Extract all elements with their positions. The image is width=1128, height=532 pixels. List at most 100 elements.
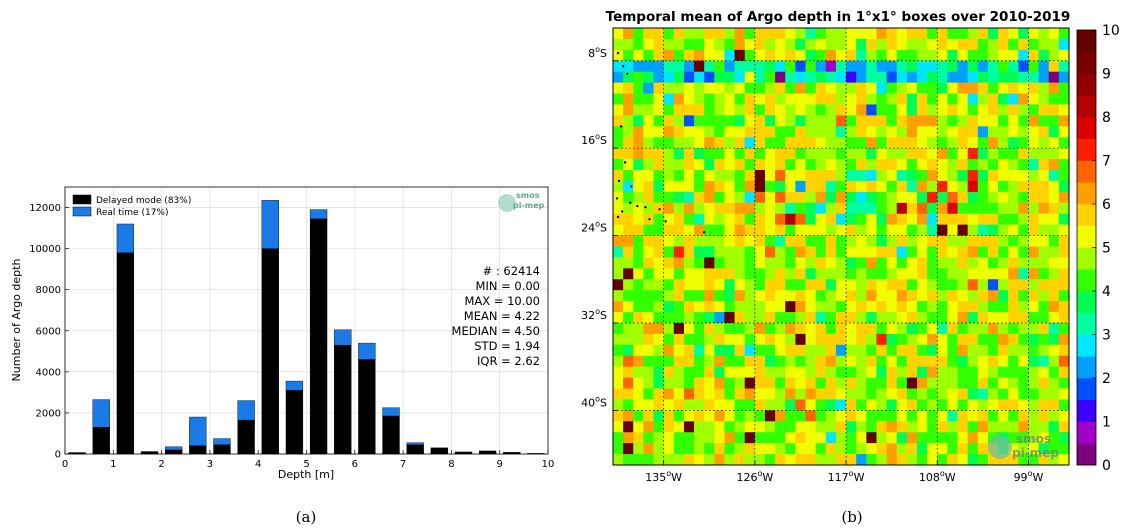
heatmap-cell (906, 137, 918, 149)
heatmap-cell (734, 60, 746, 73)
heatmap-cell (896, 224, 908, 236)
heatmap-cell (825, 104, 837, 116)
heatmap-cell (623, 180, 634, 193)
heatmap-cell (957, 290, 969, 302)
smos-pimep-logo: smos pi-mep (498, 191, 545, 212)
heatmap-cell (1048, 180, 1060, 193)
heatmap-cell (1018, 60, 1029, 73)
heatmap-cell (856, 137, 867, 149)
heatmap-cell (1058, 279, 1070, 291)
heatmap-cell (1058, 213, 1070, 226)
heatmap-cell (846, 443, 857, 455)
island-dot (703, 231, 706, 234)
heatmap-cell (825, 115, 837, 127)
heatmap-cell (734, 279, 746, 291)
heatmap-cell (775, 104, 786, 116)
heatmap-cell (896, 388, 908, 400)
heatmap-cell (653, 28, 665, 40)
heatmap-cell (795, 93, 806, 105)
heatmap-cell (805, 224, 817, 236)
heatmap-cell (835, 170, 847, 182)
heatmap-cell (775, 224, 786, 236)
heatmap-cell (866, 322, 877, 335)
heatmap-cell (1008, 202, 1019, 215)
heatmap-cell (683, 115, 695, 127)
heatmap-cell (683, 104, 695, 116)
heatmap-cell (643, 82, 654, 94)
heatmap-cell (917, 301, 928, 313)
heatmap-cell (683, 224, 695, 236)
heatmap-cell (673, 159, 685, 171)
heatmap-cell (714, 333, 725, 346)
heatmap-cell (967, 71, 979, 84)
heatmap-cell (704, 191, 715, 204)
stat-count: # : 62414 (483, 264, 540, 278)
heatmap-cell (683, 148, 695, 160)
bar-delayed-mode (189, 445, 207, 455)
heatmap-cell (886, 290, 898, 302)
heatmap-cell (947, 443, 958, 455)
lon-tick-label: 99oW (1014, 469, 1044, 484)
heatmap-cell (977, 366, 989, 378)
heatmap-cell (785, 202, 796, 215)
heatmap-cell (937, 301, 948, 313)
heatmap-cell (613, 344, 624, 357)
heatmap-cell (683, 279, 695, 291)
heatmap-cell (673, 104, 685, 116)
heatmap-cell (704, 454, 715, 466)
heatmap-cell (1048, 137, 1060, 149)
heatmap-cell (815, 159, 827, 171)
y-tick-label: 4000 (36, 367, 61, 378)
heatmap-cell (1028, 115, 1039, 127)
heatmap-cell (1038, 104, 1050, 116)
heatmap-cell (856, 322, 867, 335)
heatmap-cell (825, 28, 837, 40)
heatmap-cell (987, 333, 999, 346)
heatmap-cell (927, 399, 938, 411)
heatmap-cell (1008, 312, 1019, 324)
heatmap-cell (673, 344, 685, 357)
heatmap-cell (1058, 268, 1070, 280)
y-tick-label: 12000 (29, 203, 61, 214)
heatmap-cell (815, 432, 827, 444)
heatmap-cell (917, 443, 928, 455)
heatmap-cell (1008, 421, 1019, 433)
heatmap-cell (704, 410, 715, 422)
heatmap-cell (825, 301, 837, 313)
heatmap-cell (663, 399, 675, 411)
heatmap-cell (734, 355, 746, 368)
heatmap-cell (754, 115, 766, 127)
heatmap-cell (906, 333, 918, 346)
heatmap-cell (795, 213, 806, 226)
heatmap-cell (846, 377, 857, 389)
heatmap-cell (1018, 28, 1029, 40)
heatmap-cell (785, 399, 796, 411)
heatmap-cell (775, 268, 786, 280)
heatmap-cell (714, 148, 725, 160)
heatmap-cell (947, 191, 958, 204)
heatmap-cell (906, 235, 918, 247)
heatmap-cell (977, 344, 989, 357)
heatmap-cell (623, 38, 634, 51)
heatmap-cell (846, 202, 857, 215)
heatmap-cell (653, 235, 665, 247)
heatmap-cell (987, 82, 999, 94)
heatmap-cell (643, 71, 654, 84)
heatmap-cell (1038, 366, 1050, 378)
heatmap-cell (906, 312, 918, 324)
heatmap-cell (987, 137, 999, 149)
heatmap-cell (1018, 268, 1029, 280)
heatmap-cell (714, 268, 725, 280)
heatmap-cell (927, 104, 938, 116)
heatmap-cell (785, 224, 796, 236)
heatmap-cell (643, 443, 654, 455)
heatmap-cell (917, 377, 928, 389)
heatmap-cell (724, 82, 735, 94)
heatmap-cell (663, 410, 675, 422)
heatmap-cell (947, 71, 958, 84)
bar-delayed-mode (165, 449, 183, 455)
heatmap-cell (1008, 170, 1019, 182)
island-dot (617, 179, 621, 183)
heatmap-cell (805, 202, 817, 215)
heatmap-cell (856, 312, 867, 324)
